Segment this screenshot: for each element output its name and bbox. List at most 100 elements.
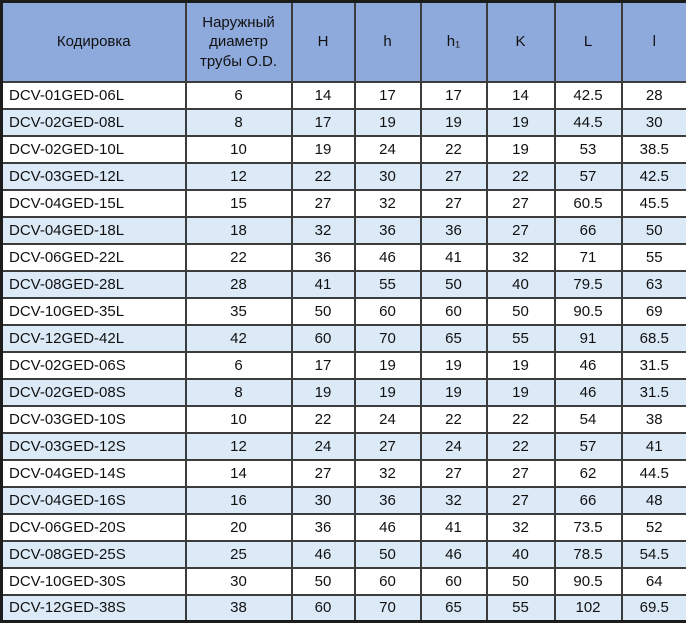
code-cell: DCV-02GED-10L [0, 134, 187, 164]
value-cell-H: 19 [290, 377, 356, 407]
value-cell-K: 40 [485, 539, 556, 569]
value-cell-h1: 41 [419, 242, 488, 272]
value-cell-H: 60 [290, 323, 356, 353]
code-cell: DCV-10GED-35L [0, 296, 187, 326]
value-cell-l: 44.5 [620, 458, 686, 488]
value-cell-H: 22 [290, 404, 356, 434]
value-cell-h1: 46 [419, 539, 488, 569]
table-row: DCV-03GED-10S 10 22 24 22 22 54 38 [0, 404, 686, 434]
value-cell-od: 14 [184, 458, 293, 488]
value-cell-H: 36 [290, 512, 356, 542]
value-cell-h: 17 [353, 80, 422, 110]
table-row: DCV-12GED-42L 42 60 70 65 55 91 68.5 [0, 323, 686, 353]
value-cell-l: 31.5 [620, 350, 686, 380]
value-cell-L: 60.5 [553, 188, 623, 218]
value-cell-K: 55 [485, 323, 556, 353]
table-row: DCV-06GED-20S 20 36 46 41 32 73.5 52 [0, 512, 686, 542]
value-cell-K: 19 [485, 134, 556, 164]
value-cell-h1: 17 [419, 80, 488, 110]
value-cell-h1: 41 [419, 512, 488, 542]
value-cell-od: 15 [184, 188, 293, 218]
value-cell-H: 50 [290, 566, 356, 596]
value-cell-h1: 65 [419, 593, 488, 623]
table-row: DCV-04GED-18L 18 32 36 36 27 66 50 [0, 215, 686, 245]
code-cell: DCV-04GED-15L [0, 188, 187, 218]
value-cell-H: 30 [290, 485, 356, 515]
value-cell-K: 22 [485, 404, 556, 434]
value-cell-od: 35 [184, 296, 293, 326]
value-cell-od: 12 [184, 431, 293, 461]
value-cell-h1: 22 [419, 404, 488, 434]
value-cell-K: 50 [485, 296, 556, 326]
value-cell-H: 36 [290, 242, 356, 272]
value-cell-od: 6 [184, 80, 293, 110]
table-row: DCV-02GED-10L 10 19 24 22 19 53 38.5 [0, 134, 686, 164]
table-row: DCV-08GED-28L 28 41 55 50 40 79.5 63 [0, 269, 686, 299]
value-cell-L: 66 [553, 215, 623, 245]
column-header-l: l [620, 0, 686, 83]
value-cell-H: 17 [290, 350, 356, 380]
code-cell: DCV-10GED-30S [0, 566, 187, 596]
value-cell-K: 50 [485, 566, 556, 596]
value-cell-K: 27 [485, 458, 556, 488]
value-cell-od: 8 [184, 107, 293, 137]
value-cell-h: 55 [353, 269, 422, 299]
value-cell-h1: 27 [419, 458, 488, 488]
value-cell-L: 90.5 [553, 566, 623, 596]
column-header-h1: h₁ [419, 0, 488, 83]
value-cell-od: 10 [184, 134, 293, 164]
table-row: DCV-04GED-16S 16 30 36 32 27 66 48 [0, 485, 686, 515]
value-cell-L: 79.5 [553, 269, 623, 299]
value-cell-od: 28 [184, 269, 293, 299]
value-cell-H: 27 [290, 458, 356, 488]
value-cell-h: 19 [353, 350, 422, 380]
value-cell-h: 60 [353, 566, 422, 596]
value-cell-l: 28 [620, 80, 686, 110]
value-cell-h: 36 [353, 485, 422, 515]
value-cell-h1: 27 [419, 188, 488, 218]
value-cell-h: 19 [353, 377, 422, 407]
value-cell-L: 57 [553, 161, 623, 191]
value-cell-H: 14 [290, 80, 356, 110]
value-cell-od: 42 [184, 323, 293, 353]
value-cell-L: 44.5 [553, 107, 623, 137]
value-cell-h: 19 [353, 107, 422, 137]
value-cell-h: 32 [353, 458, 422, 488]
value-cell-K: 14 [485, 80, 556, 110]
value-cell-L: 73.5 [553, 512, 623, 542]
table-row: DCV-12GED-38S 38 60 70 65 55 102 69.5 [0, 593, 686, 623]
table-row: DCV-02GED-08L 8 17 19 19 19 44.5 30 [0, 107, 686, 137]
value-cell-l: 45.5 [620, 188, 686, 218]
value-cell-L: 53 [553, 134, 623, 164]
value-cell-h1: 19 [419, 350, 488, 380]
value-cell-od: 12 [184, 161, 293, 191]
value-cell-l: 48 [620, 485, 686, 515]
value-cell-l: 30 [620, 107, 686, 137]
value-cell-l: 69.5 [620, 593, 686, 623]
value-cell-l: 38 [620, 404, 686, 434]
code-cell: DCV-06GED-20S [0, 512, 187, 542]
value-cell-h: 36 [353, 215, 422, 245]
value-cell-H: 22 [290, 161, 356, 191]
code-cell: DCV-12GED-38S [0, 593, 187, 623]
value-cell-l: 55 [620, 242, 686, 272]
value-cell-h1: 22 [419, 134, 488, 164]
value-cell-H: 24 [290, 431, 356, 461]
code-cell: DCV-06GED-22L [0, 242, 187, 272]
value-cell-K: 55 [485, 593, 556, 623]
column-header-h: h [353, 0, 422, 83]
table-body: DCV-01GED-06L 6 14 17 17 14 42.5 28 DCV-02GED-08… [0, 80, 686, 623]
value-cell-l: 64 [620, 566, 686, 596]
value-cell-H: 19 [290, 134, 356, 164]
value-cell-h: 70 [353, 593, 422, 623]
value-cell-L: 42.5 [553, 80, 623, 110]
value-cell-od: 22 [184, 242, 293, 272]
table-row: DCV-06GED-22L 22 36 46 41 32 71 55 [0, 242, 686, 272]
column-header-od: Наружный диаметр трубы O.D. [184, 0, 293, 83]
value-cell-h1: 50 [419, 269, 488, 299]
value-cell-l: 52 [620, 512, 686, 542]
column-header-K: K [485, 0, 556, 83]
code-cell: DCV-08GED-25S [0, 539, 187, 569]
value-cell-l: 50 [620, 215, 686, 245]
value-cell-od: 20 [184, 512, 293, 542]
